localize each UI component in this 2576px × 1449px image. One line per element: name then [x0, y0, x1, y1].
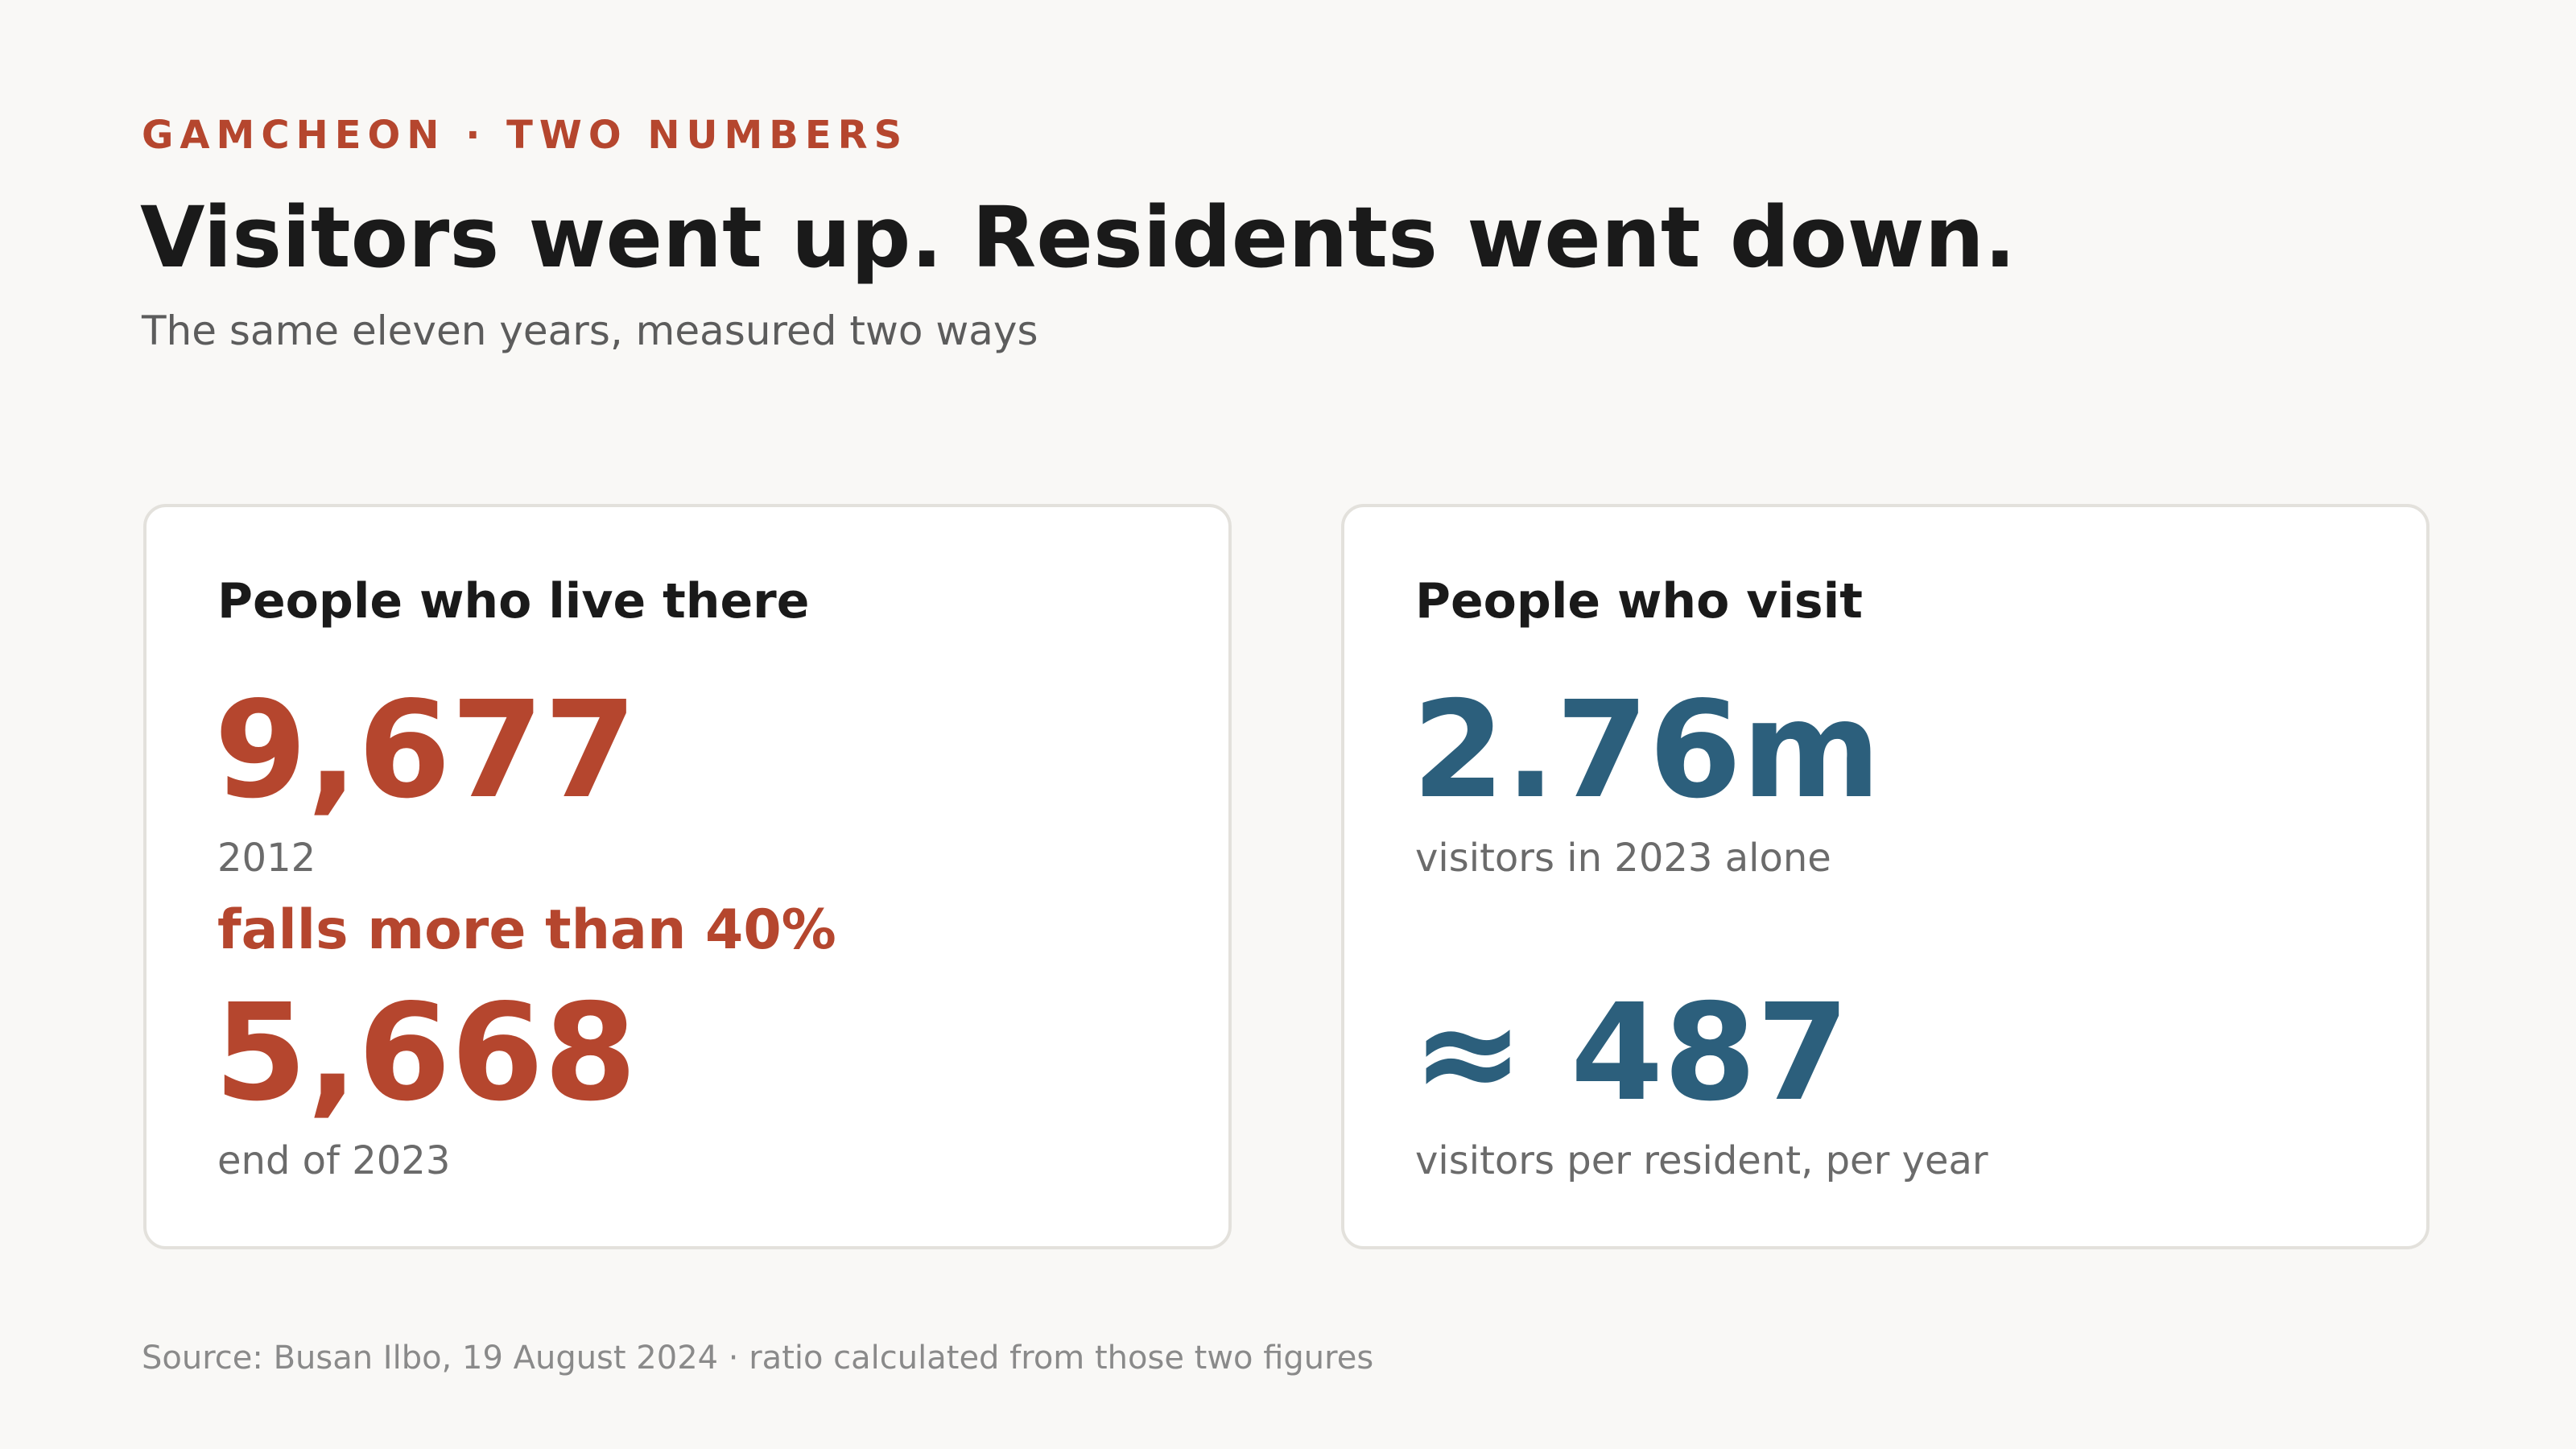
residents-2012-label: 2012 [217, 836, 316, 881]
residents-2023-label: end of 2023 [217, 1138, 451, 1183]
residents-card: People who live there 9,677 2012 falls m… [143, 504, 1232, 1249]
page-subtitle: The same eleven years, measured two ways [142, 308, 1038, 354]
visitors-2023-label: visitors in 2023 alone [1415, 836, 1831, 881]
residents-card-title: People who live there [217, 573, 810, 630]
kicker: GAMCHEON · TWO NUMBERS [142, 113, 909, 158]
residents-2012-value: 9,677 [214, 673, 638, 828]
page-title: Visitors went up. Residents went down. [140, 188, 2017, 287]
source-note: Source: Busan Ilbo, 19 August 2024 · rat… [142, 1340, 1374, 1377]
visitors-per-resident-value: ≈ 487 [1412, 976, 1850, 1131]
residents-change-label: falls more than 40% [217, 898, 836, 962]
visitors-per-resident-label: visitors per resident, per year [1415, 1138, 1988, 1183]
visitors-card: People who visit 2.76m visitors in 2023 … [1341, 504, 2429, 1249]
visitors-card-title: People who visit [1415, 573, 1863, 630]
visitors-2023-value: 2.76m [1412, 673, 1881, 828]
residents-2023-value: 5,668 [214, 976, 638, 1131]
